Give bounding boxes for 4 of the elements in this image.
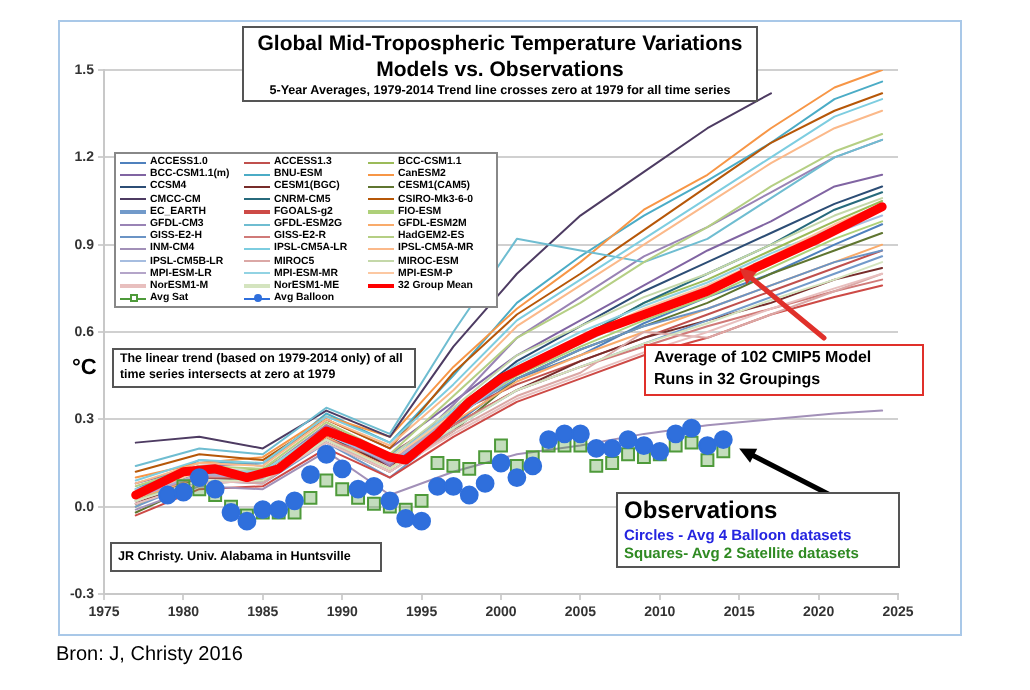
chart-title: Global Mid-Tropospheric Temperature Variations Models vs. Observations: [255, 32, 745, 83]
y-axis-title: °C: [72, 356, 97, 380]
text: Bron: J, Christy 2016: [56, 644, 245, 666]
annotation: Observations: [624, 496, 780, 526]
